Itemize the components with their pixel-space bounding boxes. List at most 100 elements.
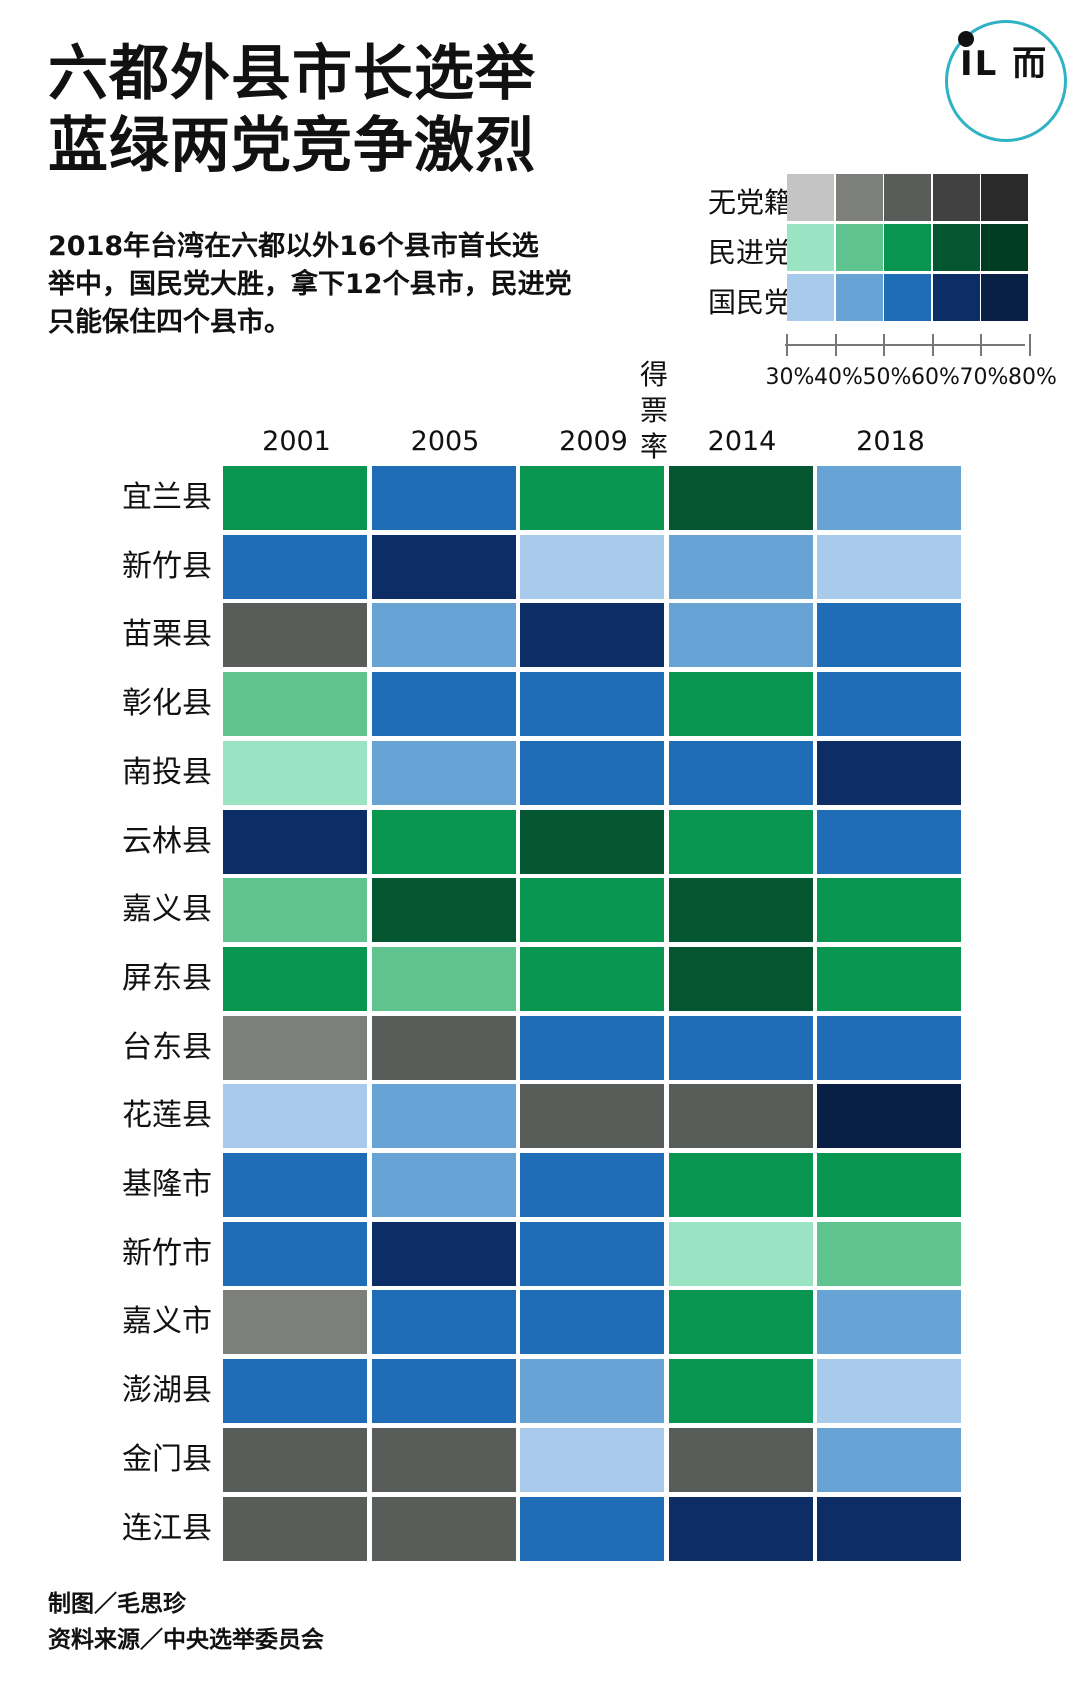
heatmap-cell	[668, 1015, 813, 1080]
heatmap-cell	[223, 1084, 367, 1149]
heatmap-cell	[223, 946, 367, 1011]
legend-tick	[931, 334, 934, 356]
legend-tick	[980, 334, 982, 356]
heatmap-cell	[668, 466, 813, 530]
legend-tick	[786, 334, 788, 356]
heatmap-cell	[520, 740, 664, 805]
year-label: 2005	[410, 426, 480, 457]
legend-tick-label: 30%	[765, 365, 815, 390]
heatmap-cell	[668, 1427, 813, 1492]
legend-swatch	[884, 224, 931, 271]
heatmap-cell	[223, 534, 367, 599]
county-label: 彰化县	[122, 686, 212, 722]
county-label: 新竹市	[122, 1235, 212, 1271]
heatmap-cell	[223, 740, 367, 805]
county-label: 苗栗县	[122, 617, 212, 653]
legend-tick-label: 80%	[1008, 365, 1057, 390]
heatmap-cell	[817, 878, 961, 943]
heatmap-cell	[371, 672, 516, 737]
heatmap-cell	[520, 534, 664, 599]
county-label: 金门县	[122, 1441, 212, 1477]
legend-tick-label: 70%	[959, 365, 1009, 390]
county-label: 新竹县	[122, 548, 212, 584]
heatmap-cell	[817, 603, 961, 668]
heatmap-cell	[520, 1015, 664, 1080]
logo-mark: IL 而	[960, 44, 1049, 84]
heatmap-cell	[668, 1496, 813, 1561]
heatmap-cell	[668, 1221, 813, 1286]
heatmap-cell	[817, 1015, 961, 1080]
heatmap-cell	[668, 740, 813, 805]
county-label: 南投县	[122, 754, 212, 790]
heatmap-cell	[817, 534, 961, 599]
heatmap-cell	[817, 1496, 961, 1561]
heatmap-cell	[371, 878, 516, 943]
legend-tick	[1028, 334, 1031, 356]
subtitle-line-3: 只能保住四个县市。	[48, 307, 291, 338]
logo-icon: IL 而	[945, 20, 1067, 142]
heatmap-cell	[223, 1290, 367, 1355]
logo-dot	[958, 31, 974, 47]
heatmap-cell	[520, 1153, 664, 1217]
legend-swatch	[835, 224, 883, 271]
heatmap-cell	[223, 1015, 367, 1080]
page-title: 六都外县市长选举 蓝绿两党竞争激烈	[48, 38, 608, 182]
heatmap-cell	[371, 1221, 516, 1286]
heatmap-cell	[668, 1359, 813, 1424]
heatmap-cell	[223, 603, 367, 668]
heatmap-cell	[817, 740, 961, 805]
legend-label-kmt: 国民党	[707, 286, 792, 319]
legend-axis-title: 得票率	[640, 358, 669, 463]
legend-tick-label: 60%	[911, 365, 960, 390]
heatmap-cell	[817, 1290, 961, 1355]
county-label: 云林县	[122, 823, 212, 859]
county-label: 屏东县	[122, 960, 212, 996]
heatmap-cell	[668, 1153, 813, 1217]
legend-swatch	[884, 274, 931, 321]
heatmap-cell	[371, 946, 516, 1011]
legend-tick	[834, 334, 837, 356]
heatmap-cell	[668, 534, 813, 599]
heatmap-cell	[371, 1496, 516, 1561]
heatmap-cell	[668, 1084, 813, 1149]
heatmap-cell	[371, 1359, 516, 1424]
heatmap-cell	[223, 1359, 367, 1424]
heatmap-cell	[223, 1427, 367, 1492]
heatmap-cell	[668, 878, 813, 943]
county-label: 连江县	[122, 1510, 212, 1546]
heatmap-cell	[223, 466, 367, 530]
legend-swatch	[787, 274, 834, 321]
heatmap-cell	[520, 1359, 664, 1424]
legend-tick	[883, 334, 885, 356]
county-label: 花莲县	[122, 1098, 212, 1134]
heatmap-cell	[817, 1153, 961, 1217]
heatmap-cell	[371, 1153, 516, 1217]
heatmap-cell	[520, 1084, 664, 1149]
heatmap-cell	[520, 946, 664, 1011]
county-label: 澎湖县	[122, 1373, 212, 1409]
county-label: 台东县	[122, 1029, 212, 1065]
heatmap-cell	[371, 466, 516, 530]
heatmap-cell	[223, 1221, 367, 1286]
county-label: 嘉义市	[122, 1304, 212, 1340]
heatmap-cell	[371, 534, 516, 599]
source: 资料来源／中央选举委员会	[48, 1627, 324, 1653]
heatmap-cell	[520, 1290, 664, 1355]
legend-swatch	[932, 224, 980, 271]
heatmap-cell	[520, 809, 664, 874]
heatmap-cell	[817, 466, 961, 530]
heatmap-cell	[668, 946, 813, 1011]
county-label: 嘉义县	[122, 892, 212, 928]
legend-swatch	[981, 224, 1028, 271]
heatmap-cell	[223, 1496, 367, 1561]
heatmap-cell	[668, 603, 813, 668]
heatmap-cell	[817, 672, 961, 737]
heatmap-cell	[371, 740, 516, 805]
credit: 制图／毛思珍	[48, 1591, 186, 1617]
heatmap-cell	[817, 1221, 961, 1286]
heatmap-cell	[520, 603, 664, 668]
county-label: 基隆市	[122, 1167, 212, 1202]
legend-axis	[785, 344, 1025, 346]
legend-label-independent: 无党籍	[707, 186, 792, 219]
heatmap-cell	[817, 946, 961, 1011]
